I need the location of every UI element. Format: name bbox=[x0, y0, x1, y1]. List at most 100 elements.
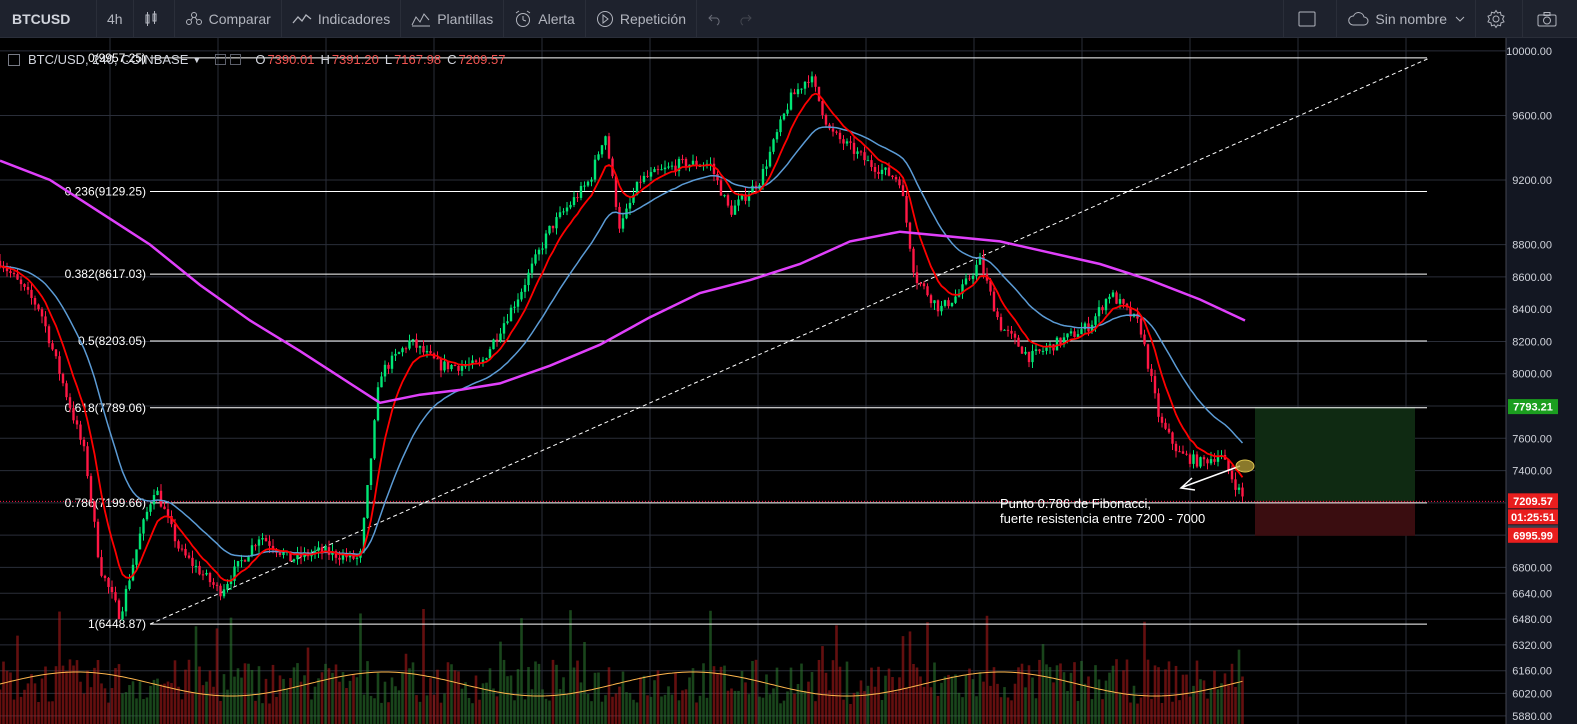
volume-bar bbox=[667, 686, 670, 724]
annotation[interactable]: Punto 0.786 de Fibonacci, fuerte resiste… bbox=[1000, 459, 1255, 526]
volume-bar bbox=[513, 700, 516, 724]
volume-bar bbox=[859, 680, 863, 724]
volume-bar bbox=[1216, 689, 1220, 724]
candle-body bbox=[1237, 487, 1241, 490]
settings-button[interactable] bbox=[1476, 0, 1522, 38]
price-axis[interactable]: 10000.00 9600.00 9200.00 8800.00 8600.00 8400… bbox=[1505, 38, 1577, 724]
volume-bar bbox=[964, 675, 968, 724]
templates-button[interactable]: Plantillas bbox=[401, 0, 505, 38]
candle-body bbox=[1076, 334, 1080, 337]
volume-bar bbox=[0, 689, 2, 724]
candle-body bbox=[506, 321, 509, 324]
eye-icon[interactable] bbox=[215, 54, 227, 65]
volume-bar bbox=[261, 703, 264, 724]
symbol-search-button[interactable]: BTCUSD bbox=[0, 0, 97, 38]
price-tick-label: 8600.00 bbox=[1512, 272, 1552, 284]
long-position-tool[interactable] bbox=[0, 407, 1506, 536]
expand-legend-icon[interactable] bbox=[8, 53, 20, 66]
volume-bar bbox=[320, 672, 324, 724]
candle-body bbox=[915, 272, 919, 284]
volume-bar bbox=[772, 688, 775, 724]
volume-bar bbox=[303, 675, 306, 724]
chart-style-button[interactable] bbox=[134, 0, 175, 38]
candle-body bbox=[408, 340, 411, 349]
candle-body bbox=[926, 286, 929, 296]
volume-bar bbox=[1234, 686, 1237, 724]
volume-bar bbox=[418, 701, 422, 724]
volume-bar bbox=[1034, 698, 1038, 724]
fullscreen-button[interactable] bbox=[1283, 0, 1338, 38]
volume-bar bbox=[1055, 665, 1059, 724]
save-layout-button[interactable]: Sin nombre bbox=[1337, 0, 1476, 38]
volume-bar bbox=[317, 678, 320, 724]
volume-bar bbox=[471, 703, 474, 724]
volume-bar bbox=[971, 679, 975, 724]
volume-bar bbox=[635, 702, 639, 724]
volume-bar bbox=[919, 676, 922, 724]
volume-bar bbox=[863, 691, 866, 724]
replay-button[interactable]: Repetición bbox=[586, 0, 697, 38]
volume-bar bbox=[765, 674, 768, 724]
volume-bar bbox=[1104, 680, 1108, 724]
candle-body bbox=[12, 272, 16, 275]
indicators-button[interactable]: Indicadores bbox=[282, 0, 402, 38]
candle-body bbox=[824, 115, 828, 125]
volume-bar bbox=[422, 609, 425, 724]
candle-body bbox=[156, 490, 159, 496]
candle-body bbox=[663, 167, 667, 170]
low-value: 7167.98 bbox=[394, 52, 442, 67]
volume-bar bbox=[558, 689, 562, 724]
volume-bar bbox=[590, 701, 593, 724]
candle-body bbox=[628, 202, 632, 209]
candle-body bbox=[397, 352, 401, 354]
candle-body bbox=[677, 158, 681, 172]
undo-icon[interactable] bbox=[707, 12, 723, 26]
volume-bar bbox=[516, 669, 520, 724]
volume-bar bbox=[1087, 676, 1090, 724]
volume-bar bbox=[30, 674, 33, 724]
volume-bar bbox=[716, 673, 719, 724]
candle-body bbox=[254, 545, 257, 547]
volume-bar bbox=[359, 613, 362, 724]
price-chart[interactable]: 0(9957.25) 0.236(9129.25) 0.382(8617.03) 0.… bbox=[0, 38, 1577, 724]
candle-body bbox=[548, 225, 551, 234]
redo-icon[interactable] bbox=[737, 12, 753, 26]
volume-bar bbox=[163, 683, 166, 724]
volume-bar bbox=[614, 693, 618, 724]
legend-title[interactable]: BTC/USD, 240, COINBASE bbox=[28, 52, 189, 67]
volume-bar bbox=[1160, 702, 1164, 724]
fibonacci-retracement[interactable]: 0(9957.25) 0.236(9129.25) 0.382(8617.03) 0.… bbox=[65, 51, 1427, 631]
camera-button[interactable] bbox=[1522, 0, 1577, 38]
price-tick-label: 9600.00 bbox=[1512, 110, 1552, 122]
price-tick-label: 8800.00 bbox=[1512, 240, 1552, 252]
candle-body bbox=[1104, 299, 1108, 311]
alert-button[interactable]: Alerta bbox=[504, 0, 586, 38]
candle-body bbox=[789, 92, 793, 110]
volume-bar bbox=[1101, 699, 1104, 724]
volume-bar bbox=[44, 666, 47, 724]
fullscreen-icon bbox=[1298, 11, 1316, 26]
candle-body bbox=[257, 539, 261, 546]
settings-small-icon[interactable] bbox=[230, 54, 242, 65]
volume-bar bbox=[1017, 667, 1020, 724]
volume-bar bbox=[1132, 685, 1136, 724]
interval-button[interactable]: 4h bbox=[97, 0, 134, 38]
candle-body bbox=[852, 142, 856, 154]
volume-bar bbox=[194, 626, 198, 724]
price-badge-label: 7793.21 bbox=[1513, 402, 1553, 414]
volume-bar bbox=[926, 622, 929, 724]
candle-body bbox=[646, 175, 649, 177]
volume-bar bbox=[478, 699, 481, 724]
chart-area[interactable]: 0(9957.25) 0.236(9129.25) 0.382(8617.03) 0.… bbox=[0, 38, 1577, 724]
volume-bar bbox=[222, 674, 226, 724]
candle-body bbox=[954, 296, 957, 303]
compare-button[interactable]: Comparar bbox=[175, 0, 282, 38]
candle-body bbox=[642, 175, 646, 183]
open-label: O bbox=[255, 52, 266, 67]
candle-body bbox=[341, 554, 345, 560]
candle-body bbox=[429, 351, 432, 354]
candle-body bbox=[19, 279, 23, 285]
candle-body bbox=[901, 185, 905, 197]
chevron-down-icon[interactable]: ▼ bbox=[192, 54, 202, 65]
candle-body bbox=[250, 545, 254, 556]
